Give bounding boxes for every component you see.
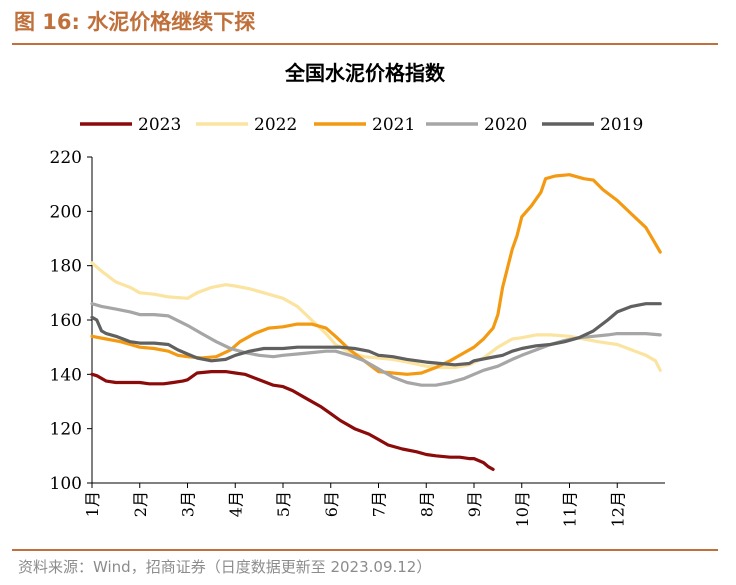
x-tick-label: 10月 <box>513 491 532 527</box>
y-tick-label: 180 <box>50 257 82 277</box>
x-tick-label: 6月 <box>322 491 341 517</box>
y-tick-label: 100 <box>50 474 82 494</box>
series-line-2023 <box>90 370 495 471</box>
legend-label-2020: 2020 <box>484 115 527 135</box>
x-tick-label: 8月 <box>417 491 436 517</box>
source-note: 资料来源：Wind，招商证券（日度数据更新至 2023.09.12） <box>18 558 432 576</box>
y-tick-label: 200 <box>50 202 82 222</box>
x-tick-label: 7月 <box>370 491 389 517</box>
series-layer <box>90 173 662 471</box>
bottom-rule <box>12 549 718 551</box>
y-tick-label: 220 <box>50 148 82 168</box>
y-tick-label: 120 <box>50 420 82 440</box>
y-tick-label: 140 <box>50 365 82 385</box>
x-tick-label: 2月 <box>131 491 150 517</box>
x-tick-label: 5月 <box>274 491 293 517</box>
top-rule <box>12 43 718 45</box>
figure-label: 图 16: 水泥价格继续下探 <box>14 10 256 34</box>
x-tick-label: 1月 <box>83 491 102 517</box>
cement-price-chart: 全国水泥价格指数 2023 2022 2021 2020 2019 1001201401… <box>50 61 665 527</box>
series-line-2019 <box>90 302 662 367</box>
x-tick-label: 3月 <box>179 491 198 517</box>
legend: 2023 2022 2021 2020 2019 <box>80 115 643 135</box>
series-line-2020 <box>90 302 662 387</box>
x-tick-label: 4月 <box>226 491 245 517</box>
legend-label-2021: 2021 <box>372 115 415 135</box>
axes: 100 120 140 160 180 200 220 1月 2月 3月 4月 5月 6月 7月 8月 9月 1… <box>50 148 665 527</box>
legend-label-2019: 2019 <box>600 115 643 135</box>
y-tick-label: 160 <box>50 311 82 331</box>
chart-title: 全国水泥价格指数 <box>284 61 446 85</box>
series-line-2022 <box>90 261 662 372</box>
legend-label-2022: 2022 <box>254 115 297 135</box>
x-tick-label: 12月 <box>608 491 627 527</box>
x-tick-label: 11月 <box>561 491 580 527</box>
series-line-2021 <box>90 173 662 376</box>
x-tick-label: 9月 <box>465 491 484 517</box>
legend-label-2023: 2023 <box>138 115 181 135</box>
